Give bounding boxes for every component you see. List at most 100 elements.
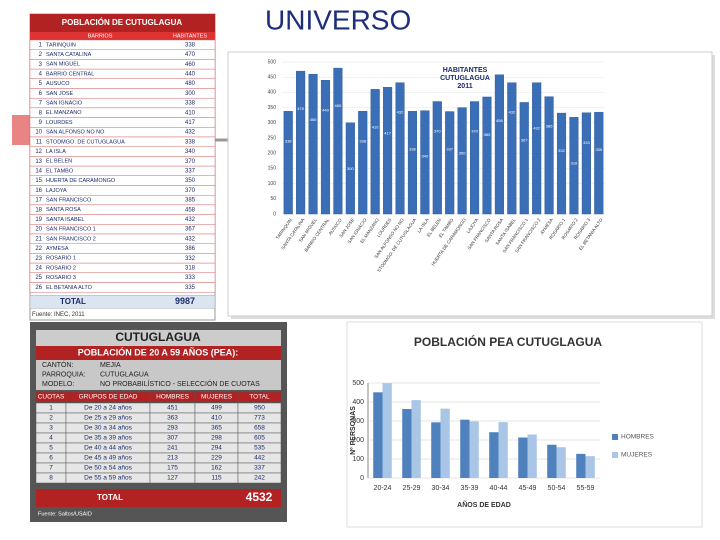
row-value: 470: [185, 52, 196, 58]
table-cell-text: 1: [49, 405, 53, 412]
table-cell: [237, 472, 282, 484]
chart-frame: [346, 321, 703, 528]
row-name: BARRIO CENTRAL: [46, 71, 94, 77]
y-tick-label: 400: [268, 90, 277, 96]
table-cell-text: 7: [49, 465, 53, 472]
row-number: 21: [35, 236, 42, 242]
table-cell-text: De 30 a 34 años: [84, 425, 132, 432]
info-label: MODELO:: [42, 381, 74, 388]
table-cell-text: 2: [49, 415, 53, 422]
table-header: [30, 14, 215, 32]
table-subtitle: POBLACIÓN DE 20 A 59 AÑOS (PEA):: [78, 346, 239, 357]
row-number: 17: [35, 198, 42, 204]
bar: [460, 419, 470, 478]
table-cell-text: 410: [211, 415, 222, 422]
bar: [457, 107, 467, 215]
bar: [373, 392, 383, 478]
table-cell-text: 337: [254, 465, 265, 472]
bar: [594, 111, 604, 215]
row-number: 14: [35, 169, 42, 175]
row-name: LAJOYA: [46, 188, 67, 194]
row-value: 318: [185, 266, 196, 272]
row-value: 385: [185, 198, 196, 204]
bar: [382, 383, 392, 478]
x-tick-label: 50-54: [548, 485, 566, 492]
total-label: TOTAL: [97, 493, 123, 502]
bar: [383, 87, 393, 215]
value-label: 350: [459, 151, 466, 156]
row-name: ROSARIO 1: [46, 256, 76, 262]
row-number: 15: [35, 178, 42, 184]
value-label: 386: [546, 124, 553, 129]
table-cell-text: 127: [167, 475, 178, 482]
total-label: TOTAL: [60, 297, 86, 306]
row-value: 370: [185, 188, 196, 194]
row-name: EL BETANIA ALTO: [46, 285, 93, 291]
bar: [407, 111, 417, 215]
bar: [519, 102, 529, 215]
bar: [576, 453, 586, 478]
info-value: NO PROBABILÍSTICO - SELECCIÓN DE CUOTAS: [100, 379, 260, 388]
row-name: SAN FRANCISCO 1: [46, 227, 96, 233]
row-name: EL TAMBO: [46, 168, 74, 174]
value-label: 385: [484, 132, 491, 137]
bar: [395, 82, 405, 215]
table-cell-text: 4: [49, 435, 53, 442]
row-name: LA ISLA: [46, 149, 66, 155]
row-value: 350: [185, 178, 196, 184]
chart-title: HABITANTES CUTUGLAGUA 2011: [440, 67, 490, 90]
row-name: EL BELEN: [46, 159, 72, 165]
value-label: 333: [583, 140, 590, 145]
table-cell-text: 6: [49, 455, 53, 462]
total-row: [29, 295, 216, 309]
x-tick-label: 25-29: [403, 485, 421, 492]
table-cell-text: 293: [167, 425, 178, 432]
row-value: 338: [185, 101, 196, 107]
x-tick-label: 20-24: [374, 485, 392, 492]
table-cell-text: De 35 a 39 años: [84, 435, 132, 442]
row-number: 7: [39, 101, 43, 107]
value-label: 318: [571, 160, 578, 165]
row-number: 20: [35, 227, 42, 233]
x-tick-label: 55-59: [577, 485, 595, 492]
table-cell-text: De 55 a 59 años: [84, 475, 132, 482]
table-cell-text: 535: [254, 445, 265, 452]
table-cell-text: 499: [211, 405, 222, 412]
y-tick-label: 50: [270, 196, 276, 202]
row-number: 6: [39, 91, 43, 97]
x-tick-label: 45-49: [519, 485, 537, 492]
bar: [333, 67, 343, 215]
table-cell-text: De 40 a 44 años: [84, 445, 132, 452]
bar: [358, 111, 368, 215]
row-number: 24: [35, 266, 42, 272]
y-tick-label: 100: [268, 181, 277, 187]
row-number: 19: [35, 217, 42, 223]
row-name: ROSARIO 2: [46, 265, 76, 271]
table-cell-text: 773: [254, 415, 265, 422]
bar: [470, 101, 480, 215]
value-label: 460: [310, 117, 317, 122]
row-value: 432: [185, 236, 196, 242]
row-number: 5: [39, 81, 43, 87]
bar: [370, 89, 380, 215]
value-label: 410: [372, 124, 379, 129]
info-value: MEJIA: [100, 362, 121, 369]
x-tick-label: 30-34: [432, 485, 450, 492]
y-tick-label: 250: [268, 135, 277, 141]
column-header: GRUPOS DE EDAD: [79, 394, 138, 401]
bar: [581, 112, 591, 215]
slide-title: UNIVERSO: [265, 4, 411, 35]
bar: [420, 110, 430, 215]
table-cell-text: 241: [167, 445, 178, 452]
row-number: 10: [35, 130, 42, 136]
row-name: SANTA CATALINA: [46, 52, 92, 58]
y-tick-label: 0: [360, 475, 364, 482]
bar: [527, 434, 537, 478]
table-cell-text: 451: [167, 405, 178, 412]
value-label: 335: [595, 147, 602, 152]
table-title-bg: [36, 330, 281, 346]
bar: [283, 111, 293, 215]
row-value: 458: [185, 207, 196, 213]
table-cell-text: 365: [211, 425, 222, 432]
table-cell-text: 8: [49, 475, 53, 482]
